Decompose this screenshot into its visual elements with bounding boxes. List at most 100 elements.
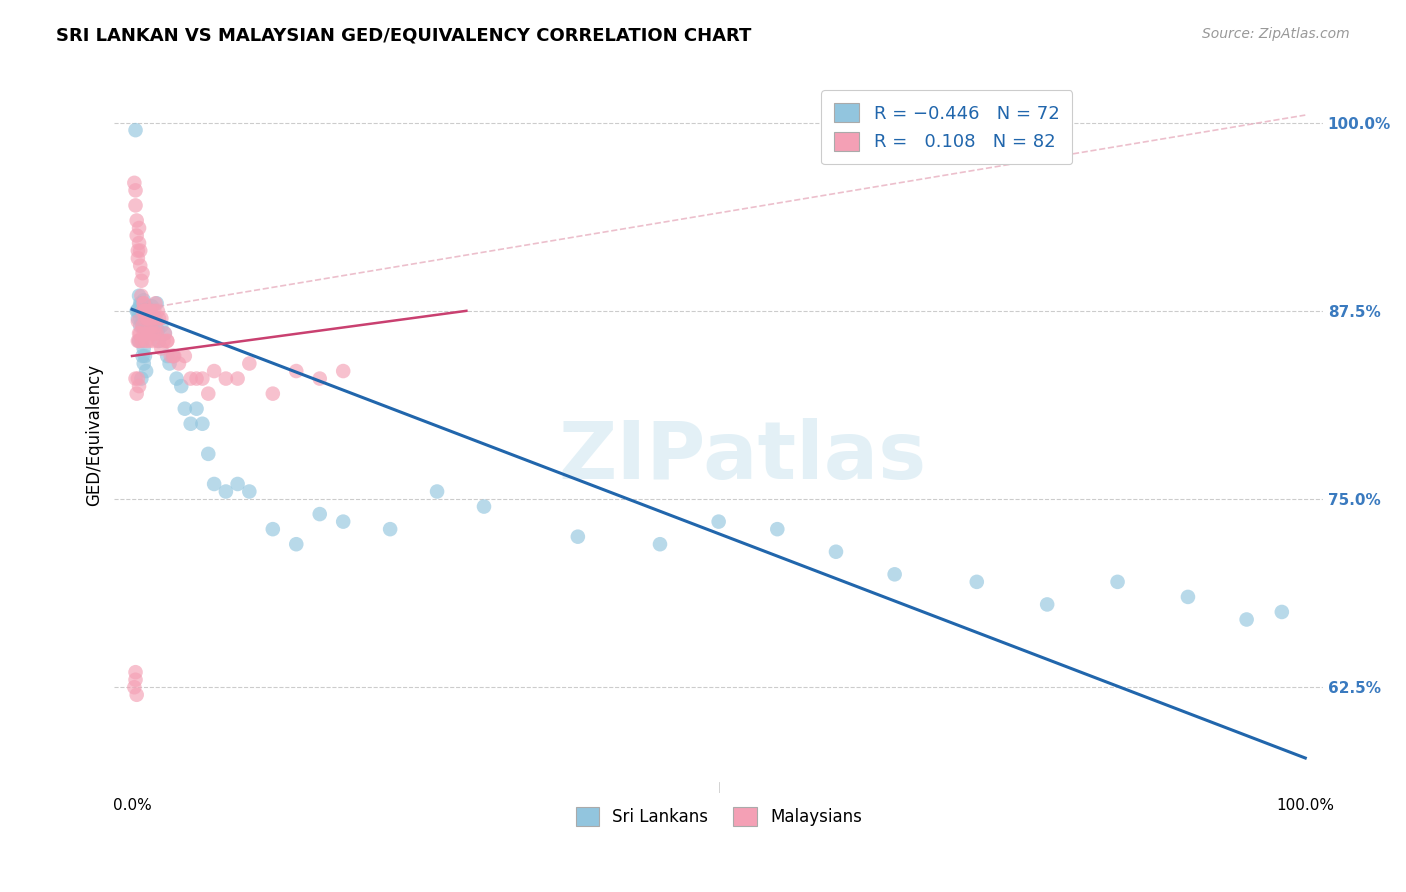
Point [150, 311, 173, 326]
Point [128, 221, 150, 235]
Point [129, 244, 152, 258]
Point [127, 311, 149, 326]
Point [142, 323, 165, 337]
Point [134, 311, 156, 326]
Point [308, 507, 330, 521]
Point [180, 417, 202, 431]
Point [125, 688, 148, 702]
Point [145, 296, 167, 310]
Point [125, 303, 148, 318]
Point [141, 311, 163, 326]
Y-axis label: GED/Equivalency: GED/Equivalency [86, 364, 103, 506]
Point [138, 303, 160, 318]
Point [134, 303, 156, 318]
Point [143, 326, 166, 341]
Point [148, 334, 170, 348]
Point [129, 318, 152, 333]
Point [125, 228, 148, 243]
Point [127, 251, 149, 265]
Point [150, 318, 173, 333]
Point [426, 484, 449, 499]
Point [215, 371, 238, 385]
Point [825, 545, 848, 559]
Point [139, 318, 162, 333]
Point [238, 357, 260, 371]
Point [332, 515, 354, 529]
Point [159, 349, 181, 363]
Point [191, 417, 214, 431]
Point [131, 274, 153, 288]
Point [145, 311, 167, 326]
Point [138, 326, 160, 341]
Point [129, 311, 152, 326]
Point [197, 447, 219, 461]
Point [124, 371, 146, 385]
Point [166, 371, 188, 385]
Point [131, 296, 153, 310]
Point [131, 303, 153, 318]
Point [202, 364, 225, 378]
Point [707, 515, 730, 529]
Point [1236, 613, 1258, 627]
Point [162, 349, 184, 363]
Point [132, 314, 155, 328]
Point [136, 311, 159, 326]
Point [142, 311, 165, 326]
Point [124, 665, 146, 680]
Point [143, 311, 166, 326]
Point [131, 289, 153, 303]
Point [127, 303, 149, 318]
Point [132, 342, 155, 356]
Point [162, 349, 184, 363]
Point [285, 364, 308, 378]
Point [146, 323, 169, 337]
Point [136, 311, 159, 326]
Point [226, 371, 249, 385]
Point [145, 296, 167, 310]
Point [131, 266, 153, 280]
Legend: Sri Lankans, Malaysians: Sri Lankans, Malaysians [567, 799, 870, 834]
Point [1107, 574, 1129, 589]
Point [128, 334, 150, 348]
Point [131, 318, 153, 333]
Point [145, 326, 167, 341]
Point [138, 311, 160, 326]
Point [128, 379, 150, 393]
Point [238, 484, 260, 499]
Point [128, 235, 150, 250]
Point [132, 357, 155, 371]
Point [131, 334, 153, 348]
Point [125, 386, 148, 401]
Text: ZIPatlas: ZIPatlas [558, 417, 927, 495]
Point [131, 303, 153, 318]
Point [132, 293, 155, 308]
Point [191, 371, 214, 385]
Point [766, 522, 789, 536]
Point [134, 303, 156, 318]
Point [124, 680, 146, 694]
Point [135, 334, 157, 348]
Point [648, 537, 671, 551]
Point [129, 326, 152, 341]
Point [141, 326, 163, 341]
Point [134, 349, 156, 363]
Point [153, 326, 176, 341]
Point [167, 357, 190, 371]
Point [1177, 590, 1199, 604]
Point [170, 379, 193, 393]
Point [173, 349, 195, 363]
Point [131, 349, 153, 363]
Point [124, 183, 146, 197]
Point [127, 314, 149, 328]
Point [180, 371, 202, 385]
Point [156, 334, 179, 348]
Point [332, 364, 354, 378]
Text: Source: ZipAtlas.com: Source: ZipAtlas.com [1202, 27, 1350, 41]
Point [378, 522, 401, 536]
Point [129, 296, 152, 310]
Point [883, 567, 905, 582]
Point [138, 311, 160, 326]
Point [128, 334, 150, 348]
Point [197, 386, 219, 401]
Point [148, 311, 170, 326]
